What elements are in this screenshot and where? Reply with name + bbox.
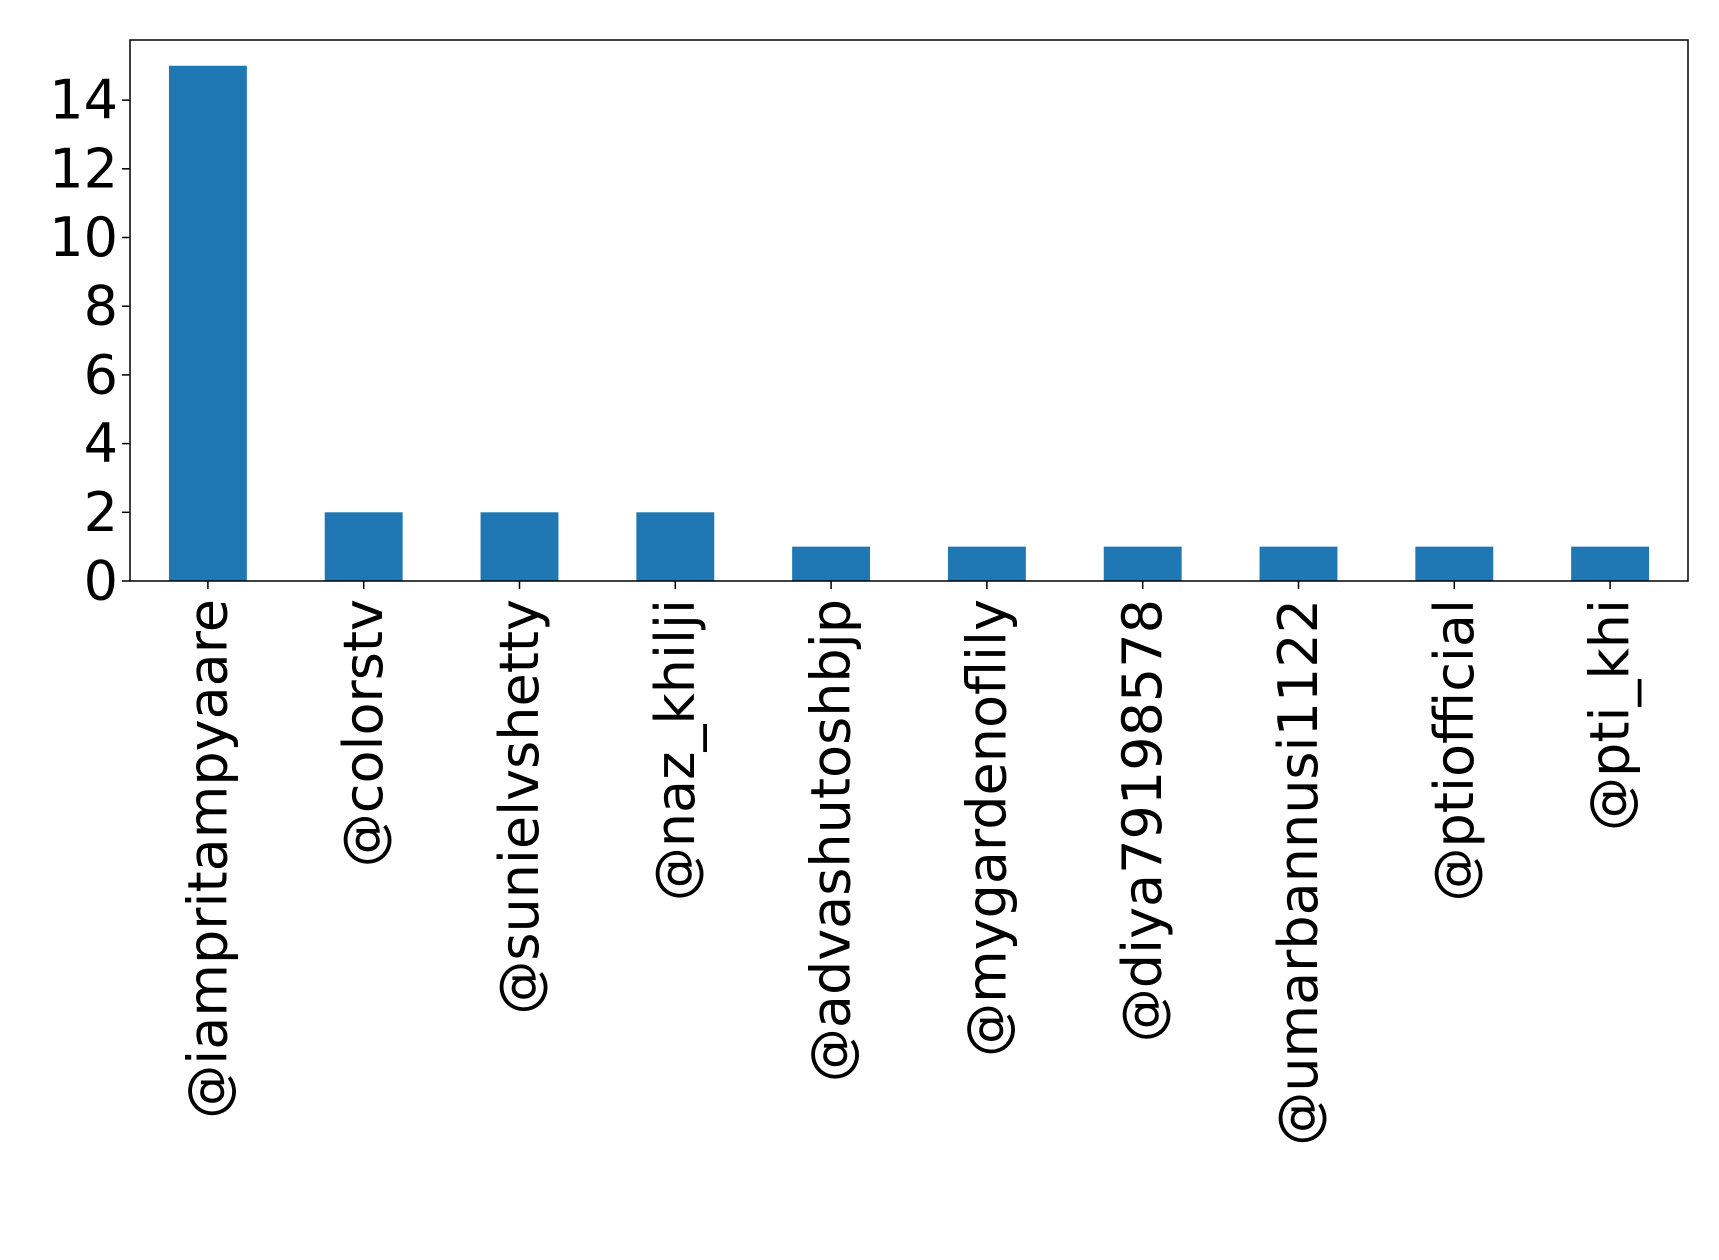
bar-1	[324, 512, 403, 581]
x-tick-label: @iampritampyaare	[176, 599, 239, 1119]
bar-3	[636, 512, 715, 581]
x-tick-label: @mygardenoflily	[955, 599, 1018, 1057]
y-tick-label: 8	[84, 275, 118, 338]
x-tick-label: @sunielvshetty	[488, 599, 551, 1015]
y-tick-label: 12	[49, 137, 118, 200]
y-tick-label: 10	[49, 206, 118, 269]
x-tick-label: @ptiofficial	[1423, 599, 1486, 901]
bar-6	[1103, 546, 1182, 581]
bar-4	[792, 546, 871, 581]
x-tick-label: @diya79198578	[1111, 599, 1174, 1042]
x-tick-label: @umarbannusi1122	[1267, 599, 1330, 1146]
y-tick-label: 0	[84, 550, 118, 613]
plot-area-frame	[129, 39, 1689, 582]
bar-5	[947, 546, 1026, 581]
x-tick-label: @advashutoshbjp	[800, 599, 863, 1082]
y-tick-label: 6	[84, 343, 118, 406]
bar-2	[480, 512, 559, 581]
bar-9	[1571, 546, 1650, 581]
bar-0	[168, 65, 247, 581]
x-tick-label: @colorstv	[332, 599, 395, 867]
bars-group	[168, 65, 1650, 581]
x-tick-label: @pti_khi	[1579, 599, 1642, 831]
bar-7	[1259, 546, 1338, 581]
y-tick-label: 14	[49, 69, 118, 132]
x-axis: @iampritampyaare @colorstv @sunielvshetty @…	[176, 581, 1642, 1146]
bar-8	[1415, 546, 1494, 581]
y-tick-label: 2	[84, 481, 118, 544]
y-tick-label: 4	[84, 412, 118, 475]
x-tick-label: @naz_khilji	[644, 599, 707, 901]
